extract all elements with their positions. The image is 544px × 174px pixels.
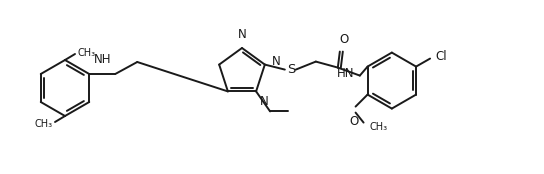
Text: CH₃: CH₃ bbox=[369, 122, 388, 132]
Text: N: N bbox=[238, 28, 246, 41]
Text: CH₃: CH₃ bbox=[35, 119, 53, 129]
Text: N: N bbox=[260, 95, 269, 108]
Text: NH: NH bbox=[94, 53, 111, 66]
Text: O: O bbox=[349, 115, 358, 128]
Text: S: S bbox=[287, 63, 295, 76]
Text: O: O bbox=[339, 33, 349, 46]
Text: CH₃: CH₃ bbox=[77, 48, 95, 58]
Text: Cl: Cl bbox=[435, 50, 447, 63]
Text: HN: HN bbox=[337, 67, 355, 80]
Text: N: N bbox=[272, 55, 281, 68]
